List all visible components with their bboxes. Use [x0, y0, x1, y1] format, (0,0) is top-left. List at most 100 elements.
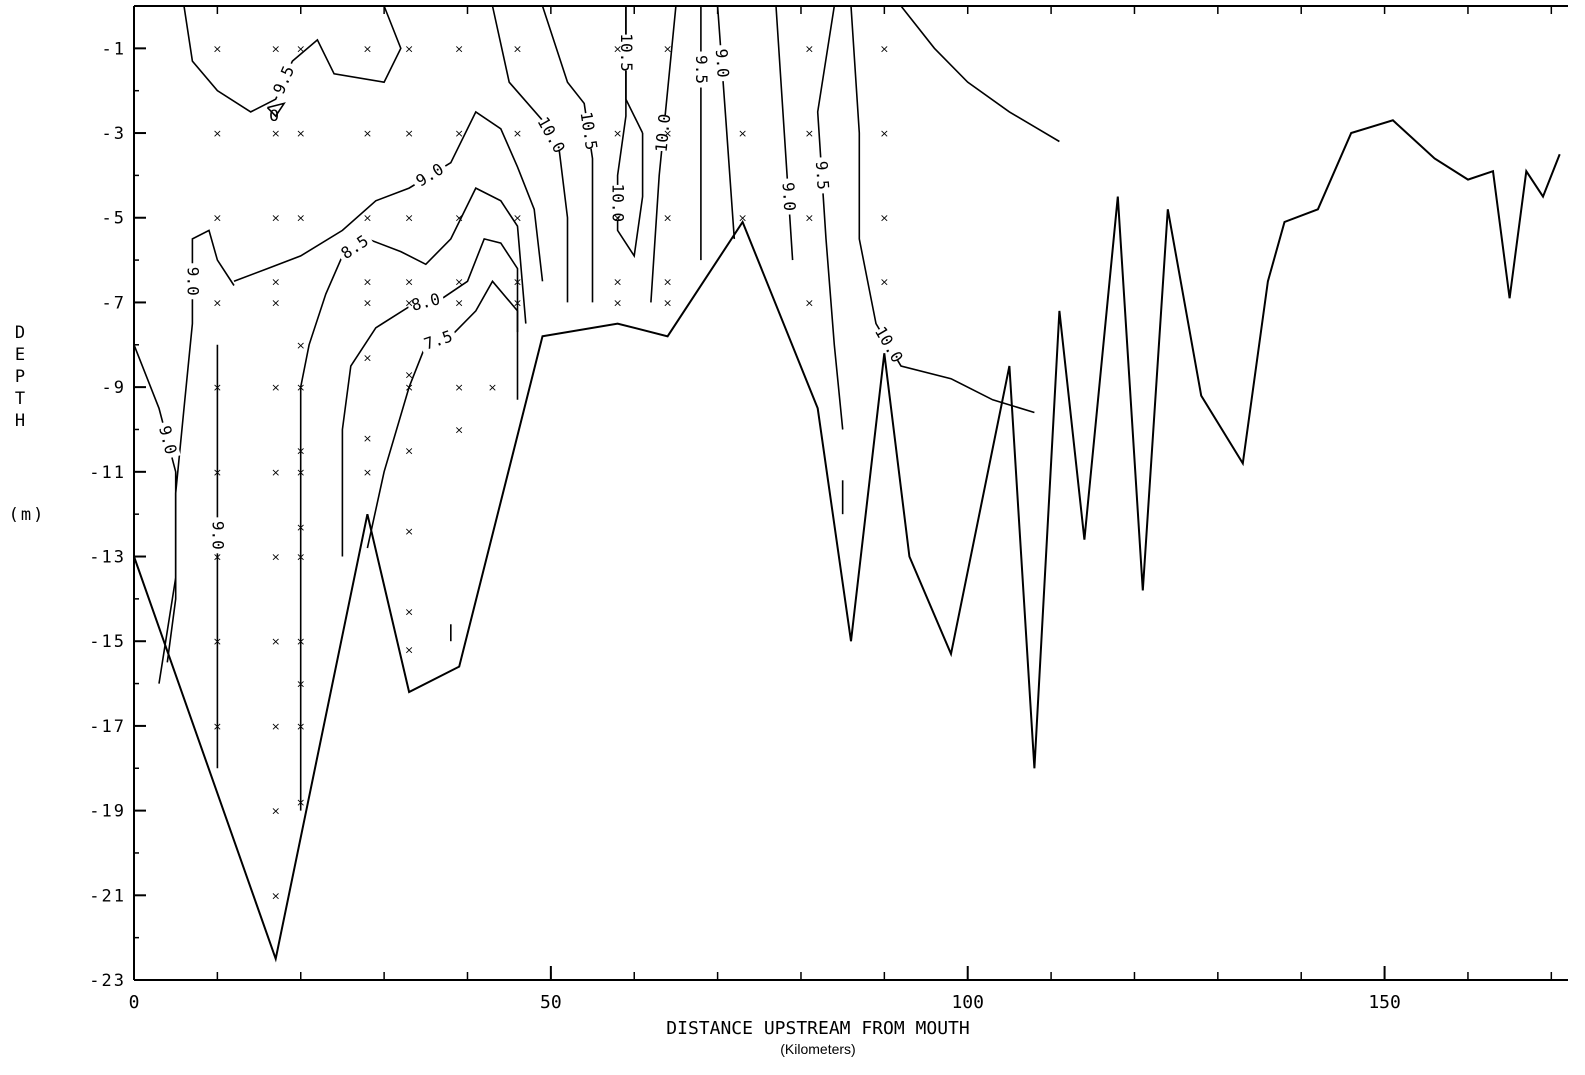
contour-label-bg	[183, 263, 202, 300]
y-tick-label: -21	[89, 886, 126, 906]
sample-point: ×	[296, 796, 305, 809]
sample-point: ×	[880, 42, 889, 55]
river-bottom-profile	[133, 119, 1561, 963]
x-tick-label: 0	[129, 992, 140, 1013]
sample-point: ×	[296, 445, 305, 458]
sample-point: ×	[271, 212, 280, 225]
x-tick-label: 150	[1368, 992, 1401, 1013]
contour-label: 9.0	[155, 424, 181, 457]
sample-point: ×	[271, 720, 280, 733]
y-tick-label: -19	[89, 802, 126, 822]
contour-label: 9.0	[183, 267, 202, 296]
contour-label-bg	[268, 60, 300, 101]
contour-label: 10.0	[609, 184, 628, 223]
sample-point: ×	[296, 42, 305, 55]
sample-point: ×	[271, 42, 280, 55]
sample-markers: × × × × × × × × × × × × × × × × × × × × × × × × × × × × × × × × × × × × × × × ×…	[213, 42, 889, 902]
y-tick-label: -5	[102, 209, 126, 229]
sample-point: ×	[363, 42, 372, 55]
sample-point: ×	[613, 127, 622, 140]
sample-point: ×	[455, 42, 464, 55]
contour-line	[716, 5, 736, 239]
contour-label-bg	[534, 115, 568, 156]
sample-point: ×	[296, 212, 305, 225]
y-tick-label: -3	[102, 124, 126, 144]
contour-line	[775, 5, 794, 261]
y-tick-labels: -1 -3 -5 -7 -9 -11 -13 -15 -17 -19 -21 -23	[89, 39, 126, 991]
sample-point: ×	[613, 212, 622, 225]
sample-point: ×	[405, 445, 414, 458]
x-axis-label: DISTANCE UPSTREAM FROM MOUTH	[666, 1018, 969, 1039]
sample-point: ×	[513, 127, 522, 140]
sample-point: ×	[296, 381, 305, 394]
sample-point: ×	[271, 381, 280, 394]
sample-point: ×	[271, 275, 280, 288]
sample-point: ×	[513, 42, 522, 55]
contour-line	[183, 5, 402, 113]
y-tick-label: -13	[89, 548, 126, 568]
contour-label: 10.5	[617, 33, 636, 72]
sample-point: ×	[363, 127, 372, 140]
contour-label-bg	[576, 111, 600, 151]
contour-lines: 9.5O9.09.09.09.08.58.07.510.0 10.510.010.…	[133, 5, 1060, 811]
sample-point: ×	[271, 635, 280, 648]
sample-point: ×	[663, 127, 672, 140]
sample-point: ×	[738, 212, 747, 225]
sample-point: ×	[663, 275, 672, 288]
sample-point: ×	[613, 42, 622, 55]
contour-label: 10.0	[871, 323, 907, 366]
sample-point: ×	[405, 212, 414, 225]
contour-label-bg	[811, 156, 832, 194]
sample-point: ×	[213, 381, 222, 394]
contour-label-bg	[608, 184, 627, 221]
sample-point: ×	[363, 351, 372, 364]
sample-point: ×	[296, 635, 305, 648]
sample-point: ×	[455, 296, 464, 309]
sample-point: ×	[213, 127, 222, 140]
contour-label-bg	[871, 324, 906, 365]
axis-frame	[133, 5, 1568, 981]
sample-point: ×	[613, 296, 622, 309]
sample-point: ×	[271, 551, 280, 564]
sample-point: ×	[213, 296, 222, 309]
contour-line	[850, 5, 1035, 414]
sample-point: ×	[805, 127, 814, 140]
sample-point: ×	[513, 296, 522, 309]
sample-point: ×	[405, 381, 414, 394]
y-axis-label: DEPTH	[10, 323, 30, 433]
axis-ticks	[133, 6, 1553, 981]
contour-label: 9.5	[812, 160, 833, 190]
x-tick-label: 100	[951, 992, 984, 1013]
contour-line	[366, 279, 519, 549]
contour-line	[266, 102, 286, 118]
contour-label: 9.5	[692, 55, 711, 84]
sample-point: ×	[805, 42, 814, 55]
y-tick-label: -1	[102, 39, 126, 59]
sample-point: ×	[363, 212, 372, 225]
y-tick-label: -23	[89, 971, 126, 991]
sample-point: ×	[296, 551, 305, 564]
sample-point: ×	[296, 720, 305, 733]
contour-label-bg	[711, 44, 733, 82]
sample-point: ×	[880, 127, 889, 140]
contour-label-bg	[616, 34, 635, 71]
sample-point: ×	[363, 275, 372, 288]
y-tick-label: -7	[102, 293, 126, 313]
sample-point: ×	[213, 551, 222, 564]
contour-label-bg	[208, 517, 227, 554]
sample-point: ×	[405, 368, 414, 381]
sample-point: ×	[296, 127, 305, 140]
sample-point: ×	[271, 296, 280, 309]
contour-label: 10.5	[577, 110, 602, 151]
contour-label-bg	[418, 326, 459, 355]
sample-point: ×	[213, 635, 222, 648]
sample-point: ×	[880, 212, 889, 225]
sample-point: ×	[738, 127, 747, 140]
contour-label: 10.0	[534, 113, 569, 156]
sample-point: ×	[405, 606, 414, 619]
sample-point: ×	[663, 296, 672, 309]
contour-label-bg	[406, 289, 446, 316]
sample-point: ×	[455, 423, 464, 436]
sample-point: ×	[363, 296, 372, 309]
contour-label: 9.0	[779, 181, 800, 211]
